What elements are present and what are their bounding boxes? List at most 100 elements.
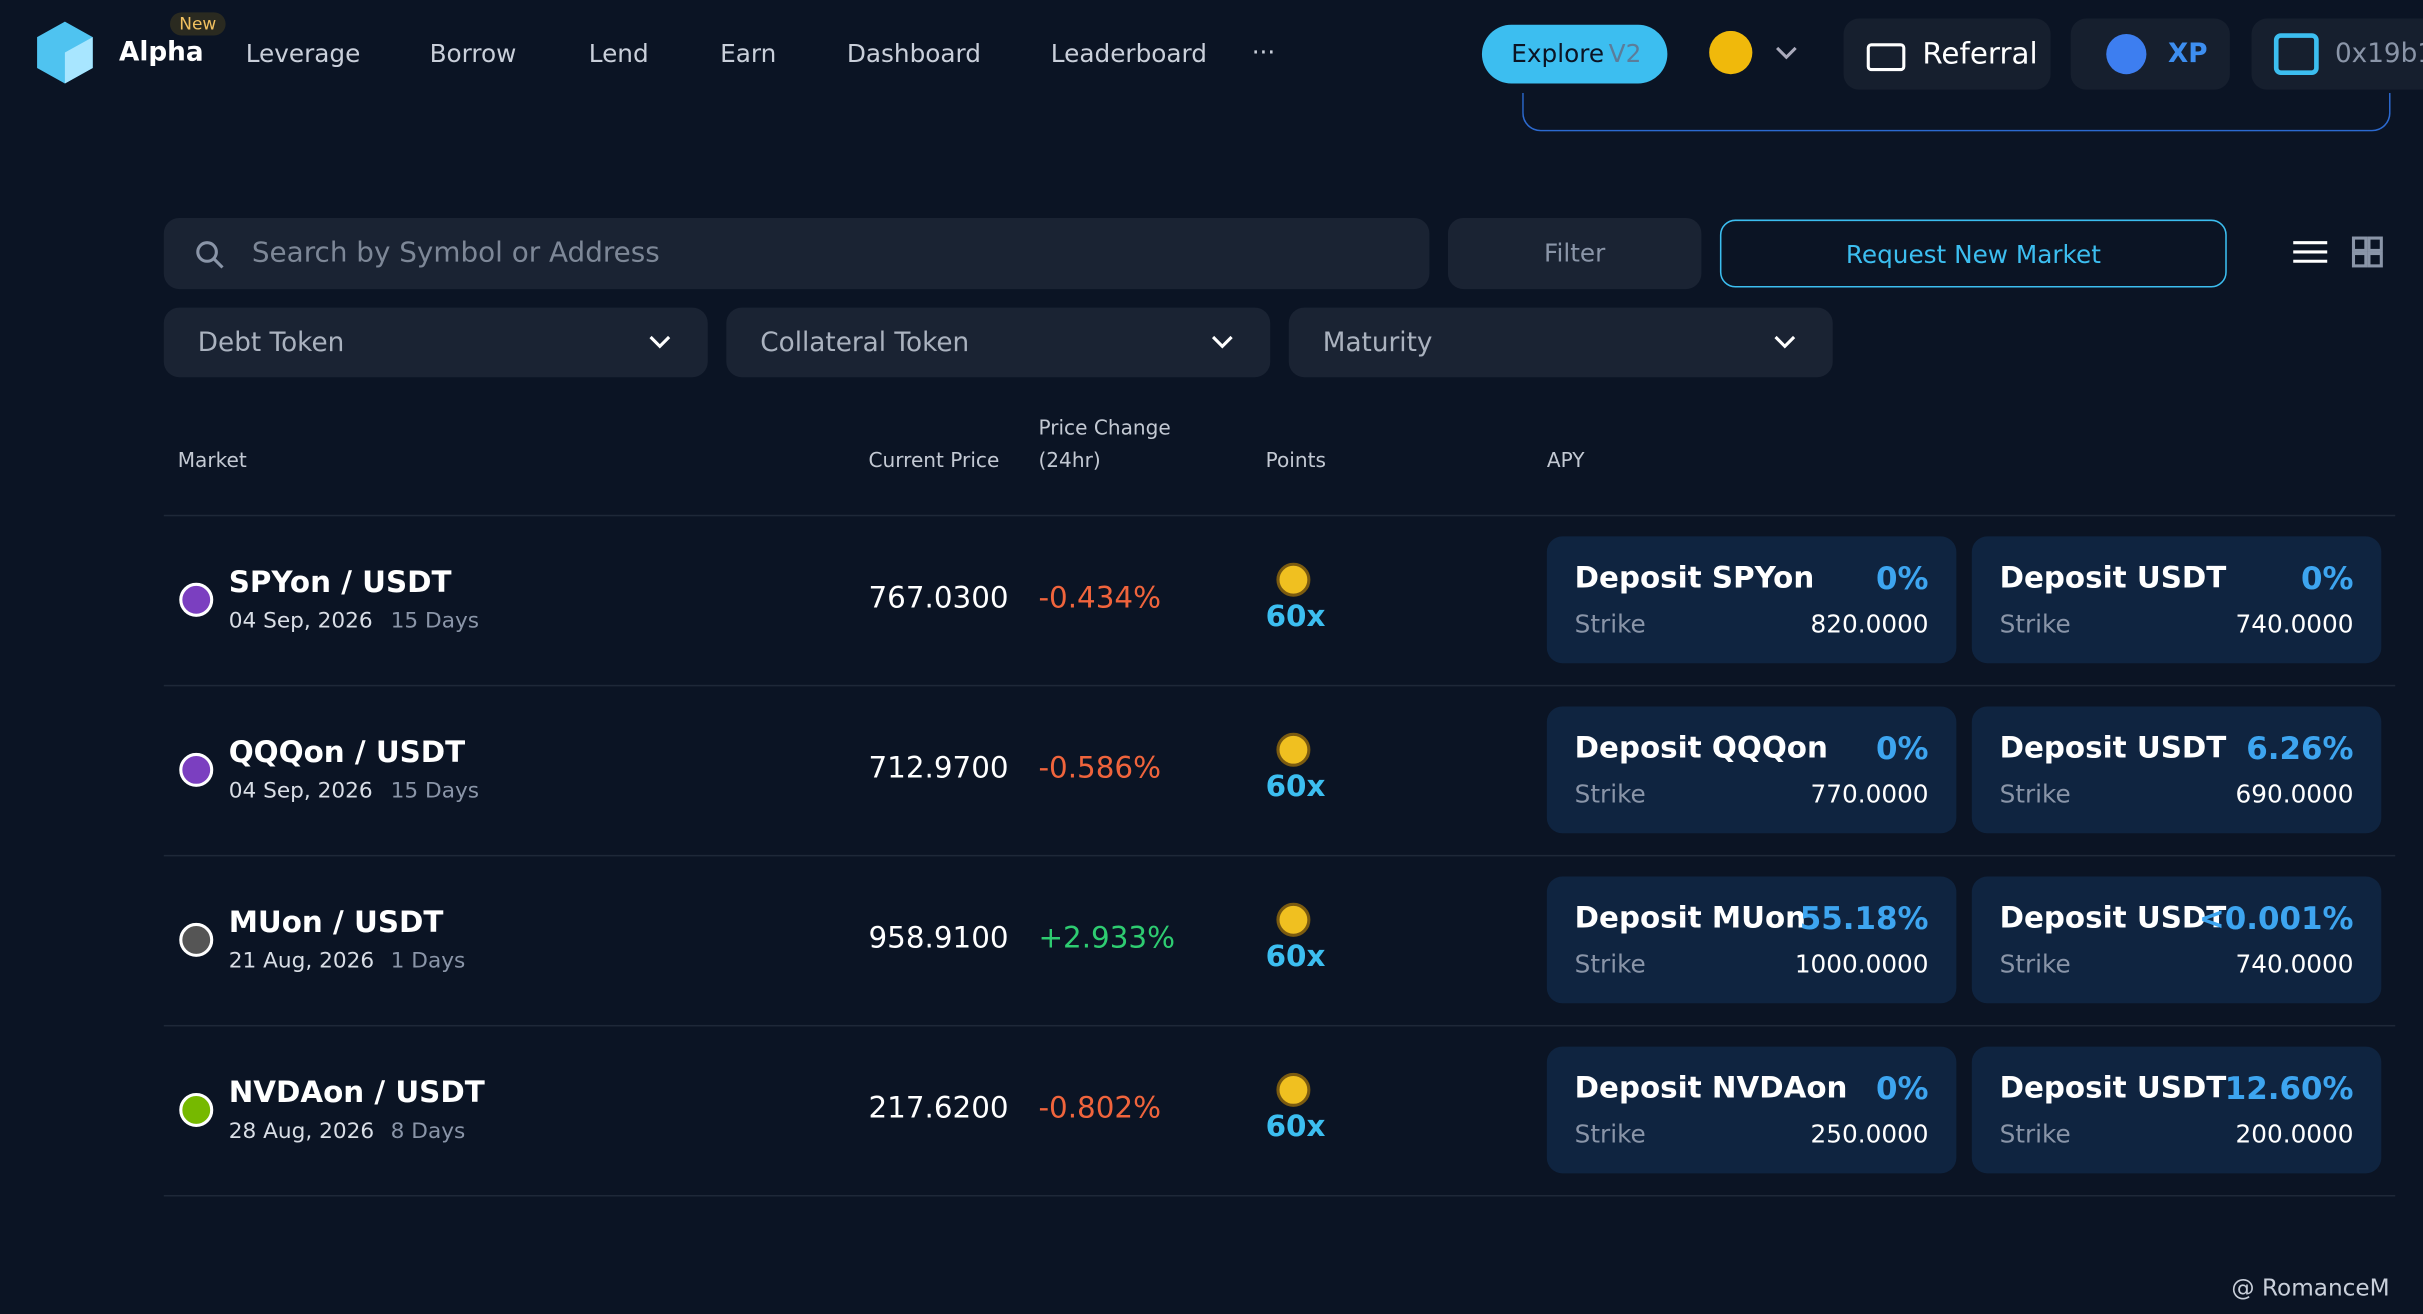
xp-icon [2106, 34, 2147, 75]
days-left: 8 Days [390, 1119, 466, 1144]
deposit-card[interactable]: Deposit NVDAon 0% Strike 250.0000 [1546, 1046, 1957, 1174]
market-row[interactable] [163, 685, 2396, 857]
chain-selector[interactable] [1709, 30, 1802, 77]
new-badge: New [169, 12, 226, 36]
market-name: SPYon / USDT [228, 565, 452, 600]
deposit-label: Deposit MUon [1574, 901, 1807, 936]
strike-label: Strike [1574, 1119, 1646, 1149]
deposit-apy: 0% [1876, 1069, 1929, 1107]
view-toggle[interactable] [2290, 235, 2392, 272]
current-price: 767.0300 [868, 581, 1009, 616]
strike-value: 200.0000 [2235, 1119, 2354, 1149]
strike-label: Strike [1574, 949, 1646, 979]
banner-edge [1522, 92, 2391, 132]
deposit-apy: 6.26% [2246, 729, 2354, 767]
search-box[interactable]: Search by Symbol or Address [163, 217, 1430, 290]
price-change: -0.586% [1038, 751, 1162, 786]
nav-link[interactable]: Lend [588, 38, 649, 69]
nav-link[interactable]: Leverage [245, 38, 361, 69]
wallet-icon [2273, 33, 2319, 75]
filter-dropdown[interactable]: Maturity [1288, 307, 1833, 378]
referral-button[interactable]: Referral [1843, 18, 2051, 90]
deposit-apy: 0% [1876, 729, 1929, 767]
deposit-apy: 0% [2301, 559, 2354, 597]
points-icon [1276, 732, 1311, 767]
nav-link[interactable]: Borrow [429, 38, 517, 69]
nav-link[interactable]: Leaderboard [1050, 38, 1207, 69]
points-multiplier: 60x [1265, 939, 1326, 974]
logo [37, 21, 93, 84]
strike-value: 740.0000 [2235, 609, 2354, 639]
xp-text: XP [2168, 38, 2208, 70]
deposit-card[interactable]: Deposit USDT 6.26% Strike 690.0000 [1971, 706, 2382, 834]
deposit-label: Deposit USDT [1999, 731, 2227, 766]
request-market-button[interactable]: Request New Market [1719, 219, 2227, 288]
chevron [1774, 335, 1796, 349]
points-icon [1276, 562, 1311, 597]
wallet-icon [1866, 43, 1906, 72]
explore-button[interactable]: Explore V2 [1481, 24, 1668, 84]
strike-value: 690.0000 [2235, 779, 2354, 809]
wallet-address: 0x19b1. [2334, 38, 2423, 70]
deposit-card[interactable]: Deposit USDT <0.001% Strike 740.0000 [1971, 876, 2382, 1004]
strike-label: Strike [1574, 609, 1646, 639]
current-price: 958.9100 [868, 921, 1009, 956]
strike-label: Strike [1999, 1119, 2071, 1149]
strike-label: Strike [1574, 779, 1646, 809]
deposit-card[interactable]: Deposit SPYon 0% Strike 820.0000 [1546, 536, 1957, 664]
deposit-label: Deposit QQQon [1574, 731, 1828, 766]
strike-label: Strike [1999, 779, 2071, 809]
deposit-label: Deposit USDT [1999, 901, 2227, 936]
search-placeholder: Search by Symbol or Address [251, 236, 660, 269]
referral-text: Referral [1922, 37, 2038, 72]
more-menu[interactable]: ··· [1251, 37, 1276, 67]
deposit-label: Deposit USDT [1999, 561, 2227, 596]
deposit-card[interactable]: Deposit QQQon 0% Strike 770.0000 [1546, 706, 1957, 834]
market-row[interactable] [163, 515, 2396, 687]
xp-button[interactable]: XP [2070, 18, 2230, 90]
search-icon [196, 241, 224, 269]
strike-label: Strike [1999, 609, 2071, 639]
price-change: +2.933% [1038, 921, 1176, 956]
points-icon [1276, 1072, 1311, 1107]
column-header: Points [1265, 449, 1326, 474]
deposit-label: Deposit SPYon [1574, 561, 1815, 596]
deposit-apy: <0.001% [2198, 899, 2354, 937]
strike-value: 740.0000 [2235, 949, 2354, 979]
points-multiplier: 60x [1265, 599, 1326, 634]
strike-value: 770.0000 [1810, 779, 1929, 809]
points-multiplier: 60x [1265, 1109, 1326, 1144]
brand[interactable]: Alpha [118, 37, 204, 69]
current-price: 712.9700 [868, 751, 1009, 786]
explore-text: Explore [1511, 38, 1605, 69]
strike-value: 250.0000 [1810, 1119, 1929, 1149]
filter-button[interactable]: Filter [1447, 217, 1702, 290]
market-row[interactable] [163, 855, 2396, 1027]
price-change: -0.434% [1038, 581, 1162, 616]
column-header: APY [1546, 449, 1585, 474]
strike-value: 1000.0000 [1794, 949, 1929, 979]
deposit-apy: 12.60% [2224, 1069, 2354, 1107]
market-row[interactable] [163, 1025, 2396, 1197]
deposit-apy: 0% [1876, 559, 1929, 597]
token-icon [179, 922, 214, 957]
deposit-card[interactable]: Deposit USDT 0% Strike 740.0000 [1971, 536, 2382, 664]
chevron [649, 335, 671, 349]
nav-link[interactable]: Dashboard [846, 38, 981, 69]
wallet-button[interactable]: 0x19b1. [2251, 18, 2423, 90]
nav-link[interactable]: Earn [720, 38, 777, 69]
maturity-date: 21 Aug, 2026 [228, 949, 375, 974]
market-name: MUon / USDT [228, 905, 444, 940]
deposit-card[interactable]: Deposit USDT 12.60% Strike 200.0000 [1971, 1046, 2382, 1174]
column-header: Current Price [868, 449, 1000, 474]
dropdown-label: Collateral Token [760, 327, 970, 359]
deposit-label: Deposit USDT [1999, 1071, 2227, 1106]
watermark: @ RomanceM [2231, 1273, 2390, 1302]
filter-dropdown[interactable]: Collateral Token [726, 307, 1271, 378]
points-icon [1276, 902, 1311, 937]
token-icon [179, 1092, 214, 1127]
filter-dropdown[interactable]: Debt Token [163, 307, 708, 378]
explore-version: V2 [1608, 38, 1642, 69]
deposit-card[interactable]: Deposit MUon 55.18% Strike 1000.0000 [1546, 876, 1957, 1004]
